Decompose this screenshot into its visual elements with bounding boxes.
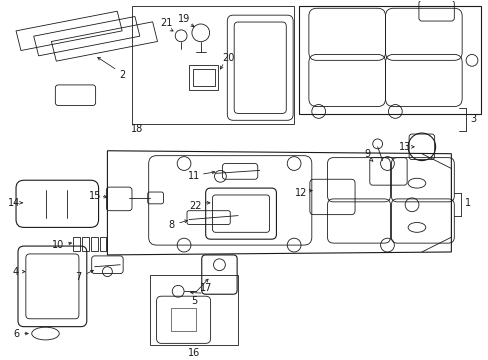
Text: 21: 21 <box>160 18 172 28</box>
Bar <box>132 6 293 124</box>
Text: 13: 13 <box>398 142 410 152</box>
Text: 11: 11 <box>187 171 200 181</box>
Text: 14: 14 <box>8 198 20 208</box>
Text: 12: 12 <box>294 188 306 198</box>
Text: 10: 10 <box>52 240 64 250</box>
Text: 15: 15 <box>88 191 101 201</box>
Text: 9: 9 <box>364 149 370 159</box>
Text: 17: 17 <box>199 283 211 293</box>
Text: 5: 5 <box>190 296 197 306</box>
Text: 19: 19 <box>178 14 190 24</box>
Text: 1: 1 <box>464 198 470 208</box>
Text: 20: 20 <box>222 53 234 63</box>
Bar <box>73 237 80 251</box>
Text: 7: 7 <box>75 271 81 282</box>
Text: 4: 4 <box>13 267 19 276</box>
Text: 18: 18 <box>130 124 142 134</box>
Text: 8: 8 <box>168 220 174 230</box>
Text: 2: 2 <box>119 70 125 80</box>
Text: 16: 16 <box>187 348 200 358</box>
Bar <box>100 237 106 251</box>
Bar <box>149 275 238 345</box>
Bar <box>81 237 88 251</box>
Text: 22: 22 <box>189 201 202 211</box>
Bar <box>91 237 98 251</box>
Bar <box>188 65 218 90</box>
Text: 3: 3 <box>469 114 475 124</box>
Text: 6: 6 <box>13 329 19 338</box>
Bar <box>192 69 214 86</box>
